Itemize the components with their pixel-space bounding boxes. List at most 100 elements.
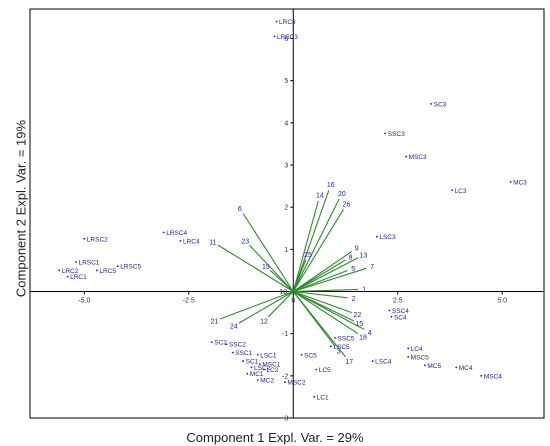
score-point-LRSC4 (162, 231, 165, 234)
loading-vector-18 (292, 291, 359, 335)
score-point-MSC4 (480, 374, 483, 377)
y-tick-label: 4 (284, 120, 288, 127)
x-tick-label: -2.5 (183, 298, 195, 305)
loading-vector-15 (293, 291, 355, 322)
point-label-SC1: SC1 (246, 359, 259, 366)
loading-vector-6 (242, 213, 294, 292)
score-point-LRC3 (275, 20, 278, 23)
score-point-MSC2 (284, 381, 286, 384)
point-label-LRC3: LRC3 (279, 19, 296, 26)
loading-vector-17 (292, 291, 346, 358)
point-label-MSC3: MSC3 (409, 154, 427, 161)
loading-label-16: 16 (327, 182, 335, 189)
score-point-SSC2 (225, 343, 228, 346)
score-point-LRSC1 (75, 261, 77, 263)
y-tick-label: 3 (284, 163, 288, 170)
score-point-LC4 (407, 347, 410, 350)
loading-vector-7 (293, 267, 367, 293)
score-point-MC4 (455, 366, 458, 369)
x-tick-label: -5.0 (78, 298, 90, 305)
point-label-MC3: MC3 (513, 179, 527, 186)
point-label-SSC4: SSC4 (392, 308, 409, 315)
point-label-LRC1: LRC1 (70, 274, 87, 281)
y-axis-title: Component 2 Expl. Var. = 19% (13, 119, 29, 298)
x-axis-title: Component 1 Expl. Var. = 29% (186, 430, 364, 445)
loading-label-25: 25 (304, 252, 312, 259)
point-label-LRC5: LRC5 (99, 268, 116, 275)
point-label-MSC1: MSC1 (262, 362, 280, 369)
loading-label-7: 7 (370, 264, 374, 271)
point-label-SSC2: SSC2 (229, 342, 246, 349)
score-point-LRC4 (179, 240, 182, 242)
point-label-LSC3: LSC3 (379, 234, 396, 241)
point-label-SC5: SC5 (304, 352, 317, 359)
point-label-SSC3: SSC3 (388, 131, 405, 138)
loading-label-2: 2 (352, 296, 356, 303)
loading-label-11: 11 (209, 239, 216, 246)
loading-label-15: 15 (355, 321, 363, 328)
y-tick-label: 2 (284, 205, 288, 212)
loading-label-4: 4 (368, 330, 372, 337)
point-label-MC2: MC2 (260, 378, 274, 385)
loading-vector-2 (293, 290, 348, 299)
point-label-LSC4: LSC4 (375, 359, 392, 366)
score-point-SC3 (430, 102, 433, 105)
loading-label-6: 6 (238, 206, 242, 213)
point-label-MSC5: MSC5 (411, 354, 429, 361)
loading-label-8: 8 (349, 254, 353, 261)
score-point-MSC1 (258, 363, 261, 365)
score-point-SC1 (242, 360, 245, 362)
point-label-LC5: LC5 (319, 367, 331, 374)
point-label-LC1: LC1 (317, 394, 329, 401)
loading-label-5: 5 (351, 266, 355, 273)
score-point-LSC3 (375, 235, 378, 238)
loading-label-13: 13 (359, 253, 367, 260)
score-point-SC5 (300, 353, 303, 356)
loading-vector-20 (292, 198, 340, 292)
point-label-SC2: SC2 (214, 340, 227, 347)
point-label-LSC5: LSC5 (333, 344, 350, 351)
plot-frame (29, 8, 545, 419)
score-point-SC4 (390, 315, 393, 318)
score-point-LRSC3 (273, 35, 276, 38)
loading-vector-25 (292, 259, 307, 292)
loading-vector-24 (238, 291, 294, 324)
x-tick-label: 0 (291, 298, 295, 305)
loading-vector-16 (292, 190, 330, 292)
loading-vectors: 1234567891011121314151617181920212223242… (209, 182, 374, 366)
score-point-MC2 (256, 379, 259, 381)
loading-label-10: 10 (279, 289, 287, 296)
y-tick-label: 1 (284, 247, 288, 254)
loading-vector-14 (292, 200, 319, 292)
loading-vector-11 (217, 244, 294, 292)
loading-vector-26 (292, 208, 344, 292)
loading-vector-21 (219, 290, 294, 320)
score-point-LC2 (263, 368, 265, 371)
point-label-SC4: SC4 (394, 314, 407, 321)
score-point-LRSC2 (83, 237, 86, 240)
score-point-LRC1 (66, 275, 69, 278)
point-label-LRC4: LRC4 (183, 238, 200, 245)
score-point-SSC4 (388, 309, 391, 312)
point-label-LSC1: LSC1 (260, 352, 277, 359)
score-point-MC5 (424, 364, 426, 367)
score-point-LRC2 (58, 269, 61, 272)
loading-vector-9 (292, 250, 353, 292)
score-point-LC1 (313, 396, 316, 398)
score-point-MC1 (246, 372, 249, 375)
score-point-MSC3 (405, 155, 407, 158)
loading-vector-1 (293, 288, 359, 293)
point-label-LRSC4: LRSC4 (166, 230, 187, 237)
score-point-SSC5 (334, 336, 336, 339)
score-point-SSC3 (384, 132, 387, 135)
loading-label-14: 14 (316, 193, 324, 200)
score-point-SC2 (210, 341, 213, 344)
loading-vector-13 (293, 257, 359, 292)
x-tick-label: 5.0 (497, 298, 507, 305)
x-tick-label: 2.5 (393, 298, 403, 305)
score-point-LSC1 (256, 353, 259, 356)
score-point-MC3 (509, 180, 512, 183)
point-label-MSC4: MSC4 (484, 373, 502, 380)
point-label-LC3: LC3 (455, 188, 467, 195)
